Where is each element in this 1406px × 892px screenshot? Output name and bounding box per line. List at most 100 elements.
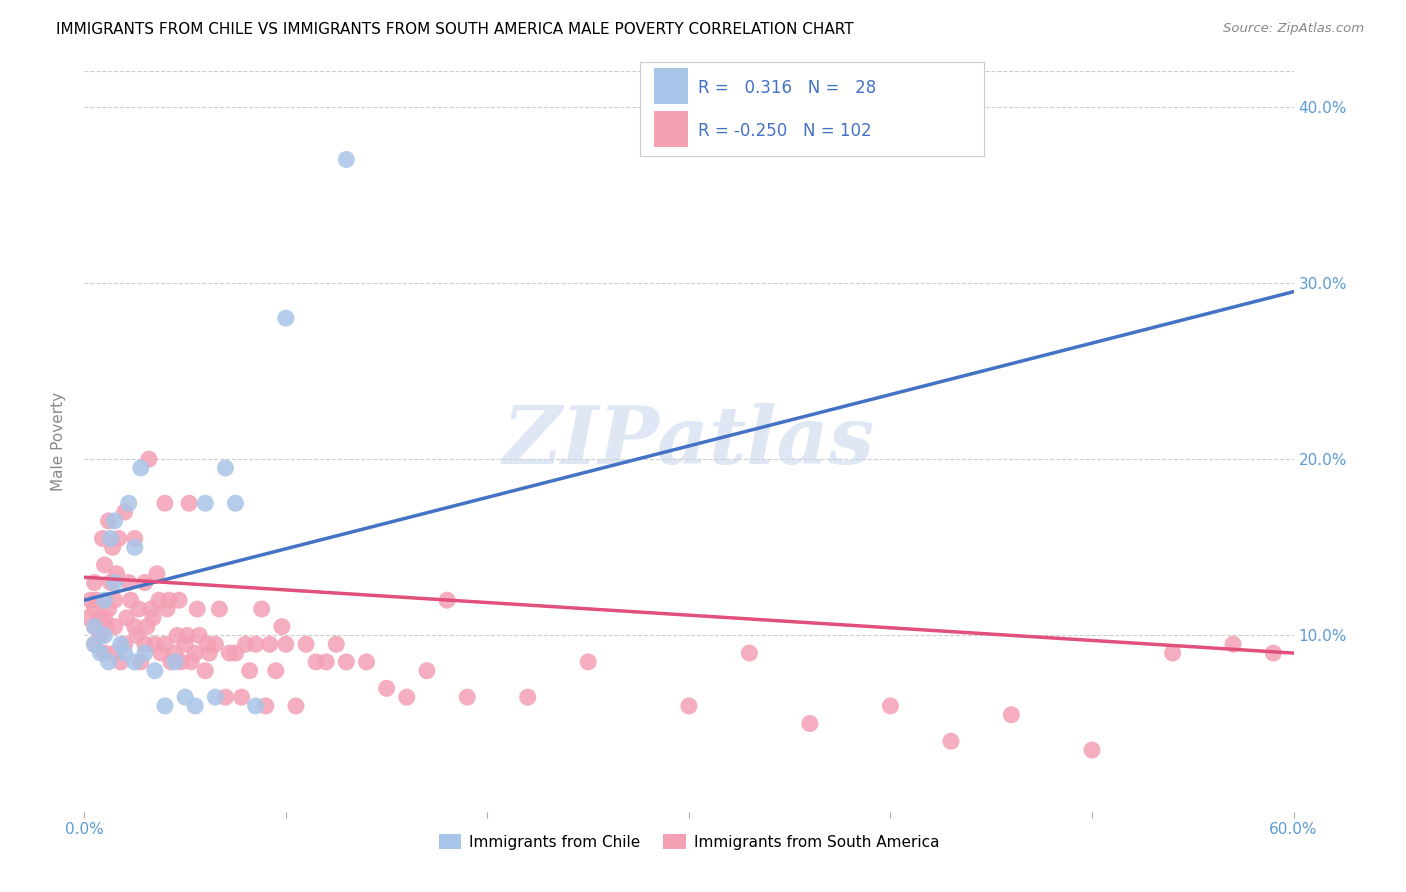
- Point: [174, 690, 197, 705]
- Point: [153, 637, 176, 651]
- Point: [93, 611, 115, 625]
- Point: [89, 628, 111, 642]
- Point: [166, 628, 188, 642]
- Point: [879, 698, 901, 713]
- Point: [231, 690, 253, 705]
- Point: [104, 619, 127, 633]
- Point: [86, 593, 108, 607]
- Point: [97, 602, 120, 616]
- Point: [335, 655, 357, 669]
- Point: [114, 505, 136, 519]
- Point: [97, 514, 120, 528]
- Point: [100, 532, 122, 546]
- Point: [456, 690, 478, 705]
- Point: [188, 628, 211, 642]
- Point: [395, 690, 418, 705]
- Point: [184, 698, 207, 713]
- Point: [142, 611, 165, 625]
- Point: [124, 619, 146, 633]
- Point: [104, 593, 127, 607]
- Point: [1161, 646, 1184, 660]
- Point: [325, 637, 347, 651]
- Point: [315, 655, 337, 669]
- Point: [576, 655, 599, 669]
- Point: [204, 690, 226, 705]
- Point: [120, 593, 142, 607]
- Point: [416, 664, 439, 678]
- Point: [195, 637, 218, 651]
- Point: [254, 698, 277, 713]
- Point: [270, 619, 292, 633]
- Point: [118, 496, 141, 510]
- Legend: Immigrants from Chile, Immigrants from South America: Immigrants from Chile, Immigrants from S…: [433, 828, 945, 856]
- Point: [93, 628, 115, 642]
- Point: [274, 637, 297, 651]
- Point: [125, 628, 148, 642]
- Point: [110, 655, 132, 669]
- Point: [179, 496, 201, 510]
- Point: [165, 646, 187, 660]
- Point: [214, 461, 236, 475]
- Point: [239, 664, 262, 678]
- Point: [139, 602, 162, 616]
- Point: [153, 698, 176, 713]
- Point: [356, 655, 378, 669]
- Point: [204, 637, 226, 651]
- Point: [225, 496, 247, 510]
- Point: [176, 628, 198, 642]
- Point: [194, 496, 217, 510]
- Point: [799, 716, 821, 731]
- Point: [118, 575, 141, 590]
- Point: [101, 541, 124, 555]
- Point: [77, 611, 100, 625]
- Text: R = -0.250   N = 102: R = -0.250 N = 102: [699, 122, 872, 140]
- Point: [115, 611, 138, 625]
- Point: [198, 646, 221, 660]
- Point: [186, 602, 208, 616]
- Point: [129, 655, 152, 669]
- Point: [259, 637, 281, 651]
- Point: [83, 619, 105, 633]
- Point: [124, 541, 146, 555]
- Point: [208, 602, 231, 616]
- Point: [134, 637, 156, 651]
- Point: [1222, 637, 1244, 651]
- Point: [105, 566, 128, 581]
- Text: R =   0.316   N =   28: R = 0.316 N = 28: [699, 78, 876, 96]
- Bar: [654, 68, 688, 103]
- Point: [79, 593, 101, 607]
- Point: [100, 575, 122, 590]
- Point: [274, 311, 297, 326]
- Point: [375, 681, 398, 696]
- Point: [124, 532, 146, 546]
- Point: [245, 637, 267, 651]
- Point: [194, 664, 217, 678]
- Point: [83, 637, 105, 651]
- Point: [738, 646, 761, 660]
- Point: [225, 646, 247, 660]
- Point: [97, 655, 120, 669]
- Point: [134, 646, 156, 660]
- Point: [184, 646, 207, 660]
- Point: [124, 655, 146, 669]
- Point: [143, 637, 166, 651]
- Point: [93, 558, 115, 572]
- Point: [83, 637, 105, 651]
- Point: [285, 698, 308, 713]
- Point: [134, 575, 156, 590]
- Point: [214, 690, 236, 705]
- Point: [295, 637, 318, 651]
- Point: [87, 611, 110, 625]
- Point: [104, 575, 127, 590]
- Point: [93, 593, 115, 607]
- Point: [167, 593, 190, 607]
- Point: [135, 619, 157, 633]
- Point: [114, 637, 136, 651]
- Point: [128, 602, 150, 616]
- Y-axis label: Male Poverty: Male Poverty: [51, 392, 66, 491]
- Point: [146, 566, 169, 581]
- Point: [174, 637, 197, 651]
- Point: [939, 734, 962, 748]
- Point: [91, 532, 114, 546]
- Point: [114, 646, 136, 660]
